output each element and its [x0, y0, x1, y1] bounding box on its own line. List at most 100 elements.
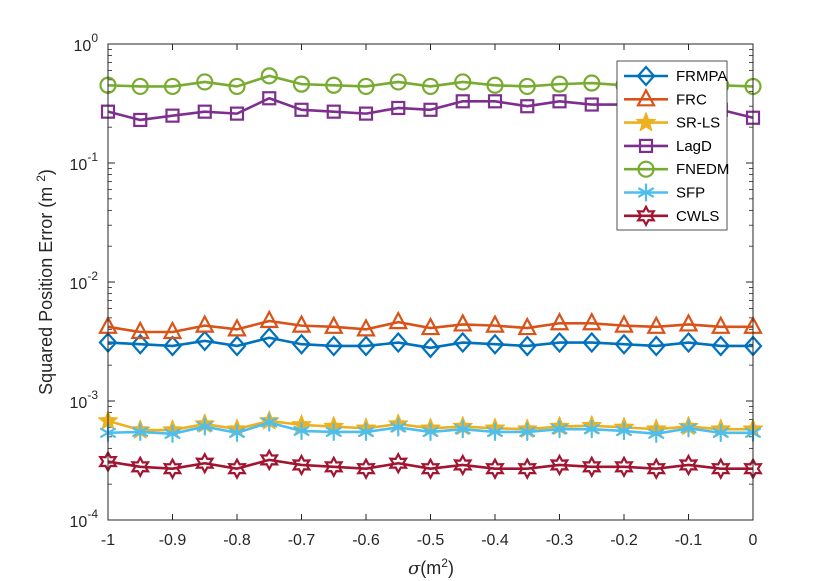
x-tick-label: -0.5 [417, 532, 445, 549]
marker-circle [550, 75, 569, 93]
marker-diamond [679, 331, 698, 354]
legend-entry: FRC [624, 87, 707, 108]
data-point [712, 423, 729, 442]
marker-triangle [291, 314, 312, 333]
marker-square [423, 102, 438, 117]
data-point [356, 457, 376, 481]
data-point [227, 318, 247, 337]
data-point [486, 422, 504, 441]
marker-asterisk [132, 422, 149, 441]
data-point [391, 100, 406, 116]
marker-triangle [452, 313, 473, 332]
data-point [357, 422, 375, 441]
data-point [291, 453, 312, 477]
data-point [194, 451, 215, 475]
x-tick-label: -0.9 [159, 532, 187, 549]
legend: FRMPA FRC SR-LS LagD FNEDM SFP CWLS [616, 60, 729, 231]
data-point [229, 106, 245, 121]
marker-asterisk-stroke [325, 426, 342, 437]
y-axis-unit-close: ) [36, 169, 56, 175]
y-tick-base: 10 [70, 514, 88, 531]
data-point [455, 94, 470, 109]
marker-diamond [259, 327, 279, 349]
data-point [679, 331, 698, 354]
legend-label: FNEDM [676, 161, 729, 178]
data-point [680, 419, 697, 438]
marker-hexagram [130, 455, 151, 479]
marker-triangle [710, 315, 731, 334]
marker-triangle [130, 320, 151, 340]
marker-asterisk [519, 422, 536, 441]
x-tick-label: -0.7 [288, 532, 316, 549]
x-axis-unit-close: ) [448, 558, 454, 578]
legend-label: CWLS [676, 208, 719, 225]
data-point [227, 457, 247, 481]
marker-asterisk-stroke [637, 187, 655, 198]
marker-square [358, 106, 374, 121]
marker-triangle [636, 87, 656, 107]
data-point [293, 421, 310, 441]
marker-asterisk [637, 183, 655, 202]
legend-label: SR-LS [676, 115, 720, 132]
marker-triangle [678, 313, 699, 332]
data-point [710, 457, 731, 481]
marker-triangle [420, 316, 441, 336]
marker-hexagram [517, 457, 538, 481]
marker-circle [486, 76, 504, 94]
marker-triangle [194, 314, 215, 333]
marker-circle [421, 77, 440, 96]
marker-hexagram [227, 457, 247, 481]
marker-asterisk-stroke [519, 426, 536, 437]
data-point [390, 418, 407, 437]
marker-asterisk [712, 423, 729, 442]
marker-star [635, 112, 657, 132]
marker-diamond [711, 335, 731, 357]
data-point [614, 314, 634, 333]
data-point [389, 73, 407, 91]
marker-diamond [324, 335, 344, 357]
data-point [262, 91, 277, 106]
data-point [228, 77, 246, 96]
marker-triangle [227, 318, 247, 337]
data-point [324, 335, 344, 357]
marker-hexagram [259, 448, 280, 472]
marker-asterisk [164, 424, 181, 443]
series-group [97, 67, 764, 481]
marker-diamond [130, 333, 150, 355]
marker-circle [163, 77, 182, 96]
marker-hexagram [581, 455, 602, 479]
data-point [164, 424, 181, 443]
y-axis-unit-exp: 2 [34, 175, 48, 182]
marker-diamond [292, 333, 311, 355]
marker-diamond [636, 65, 656, 87]
data-point [165, 108, 180, 123]
data-point [550, 75, 569, 93]
data-point [517, 335, 537, 357]
marker-circle [292, 75, 311, 93]
marker-triangle [517, 316, 538, 336]
marker-square [520, 99, 535, 114]
legend-entry: SR-LS [624, 112, 720, 132]
axes-box [107, 43, 754, 521]
marker-hexagram [636, 204, 656, 228]
x-tick-label: 0 [749, 532, 758, 549]
data-point [420, 316, 441, 336]
data-point [259, 448, 280, 472]
marker-asterisk-stroke [583, 424, 600, 435]
data-point [517, 457, 538, 481]
data-point [261, 413, 278, 432]
marker-hexagram [485, 457, 505, 481]
series-cwls [98, 448, 763, 481]
data-point [294, 102, 309, 117]
marker-circle [131, 77, 149, 96]
marker-triangle [388, 310, 409, 330]
data-point [163, 77, 182, 96]
marker-hexagram [710, 457, 731, 481]
x-tick-label: -0.6 [352, 532, 380, 549]
marker-circle [637, 160, 655, 178]
y-tick-exp: -4 [87, 507, 98, 521]
data-point [259, 309, 280, 329]
marker-diamond [614, 333, 634, 355]
marker-square [391, 100, 406, 116]
data-point [194, 314, 215, 333]
